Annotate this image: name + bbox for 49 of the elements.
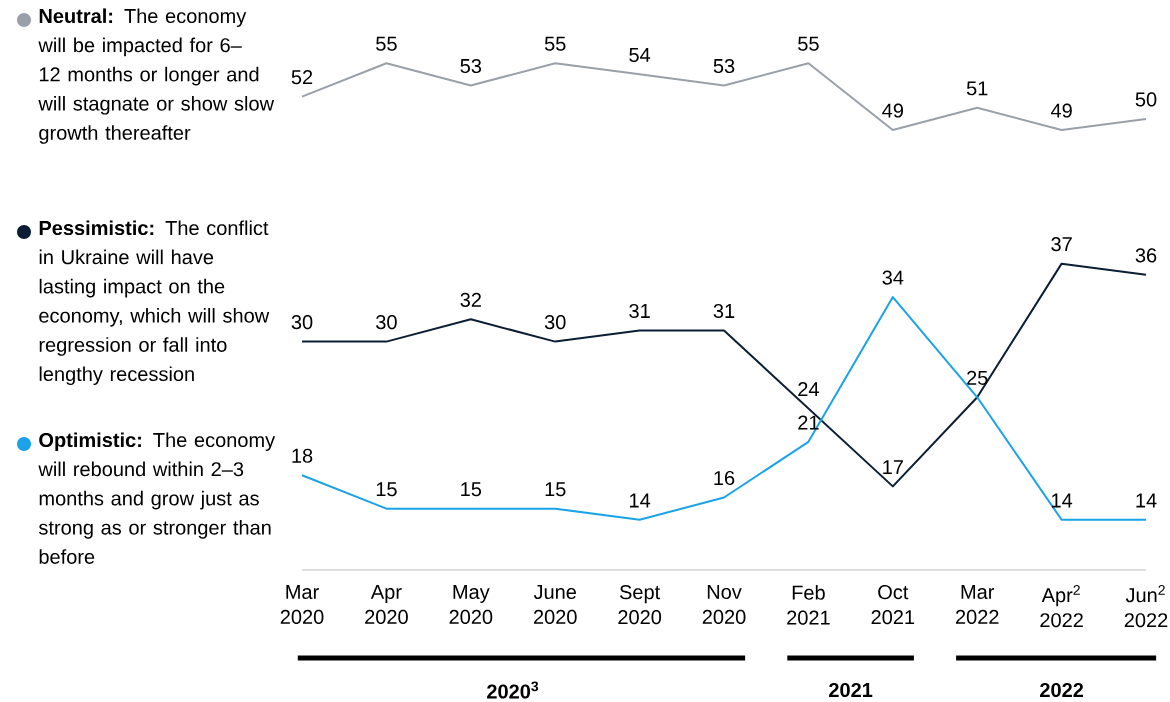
data-label: 17 xyxy=(883,460,903,474)
text: 2022 xyxy=(1040,682,1084,698)
text: 2020$^{3}$ xyxy=(487,681,539,699)
x-tick-label: Feb 2021 xyxy=(787,585,830,625)
x-tick-label: June 2020 xyxy=(533,585,577,625)
data-label: 15 xyxy=(461,482,482,497)
data-label: 30 xyxy=(376,315,397,330)
data-label: 30 xyxy=(544,315,566,330)
legend-label: Optimistic: The economy will rebound within 2–3 months and grow just as strong as or stronger than before xyxy=(38,432,276,564)
data-label: 50 xyxy=(1135,92,1157,107)
legend-label: Pessimistic: The conflict in Ukraine will have lasting impact on the economy, which will show regression or fall into lengthy recession xyxy=(39,220,270,386)
data-label: 14 xyxy=(630,493,651,508)
data-label: 53 xyxy=(713,58,735,74)
data-label: 52 xyxy=(291,70,313,85)
x-tick-label: May 2020 xyxy=(449,585,493,625)
data-label: 49 xyxy=(1050,103,1072,118)
category-label: Jun$^{2}$ 2022 xyxy=(1124,585,1168,628)
data-label: 14 xyxy=(1136,493,1157,508)
x-tick-label: Apr 2020 xyxy=(365,585,408,625)
data-label: 21 xyxy=(798,415,819,430)
data-label: 15 xyxy=(376,482,397,497)
data-label: 31 xyxy=(629,303,650,319)
x-tick-label: Mar 2022 xyxy=(955,585,999,625)
data-label: 54 xyxy=(629,47,651,62)
data-label: 36 xyxy=(1135,248,1157,263)
x-tick-label: Sept 2020 xyxy=(618,585,662,625)
category-label: Apr$^{2}$ 2022 xyxy=(1040,585,1083,628)
data-label: 37 xyxy=(1051,237,1072,252)
data-label: 30 xyxy=(291,315,313,330)
data-label: 32 xyxy=(460,292,481,307)
data-label: 49 xyxy=(882,103,903,118)
data-label: 55 xyxy=(798,36,819,51)
data-label: 16 xyxy=(714,470,735,486)
legend-label: Neutral: The economy will be impacted for 6–12 months or longer and will stagnate or show slow growth thereafter xyxy=(38,8,275,144)
x-tick-label: Oct 2021 xyxy=(871,585,915,625)
data-label: 31 xyxy=(713,303,735,319)
text: 2021 xyxy=(829,682,873,698)
data-label: 25 xyxy=(967,370,988,385)
x-tick-label: Nov 2020 xyxy=(702,585,746,625)
data-label: 55 xyxy=(376,36,397,51)
data-label: 24 xyxy=(798,382,819,397)
data-label: 55 xyxy=(544,36,566,51)
data-label: 34 xyxy=(882,270,904,285)
data-label: 51 xyxy=(966,81,988,96)
x-tick-label: Mar 2020 xyxy=(280,585,324,625)
data-label: 15 xyxy=(545,482,566,497)
data-label: 14 xyxy=(1052,493,1073,508)
data-label: 18 xyxy=(292,448,313,463)
data-label: 53 xyxy=(460,58,482,74)
